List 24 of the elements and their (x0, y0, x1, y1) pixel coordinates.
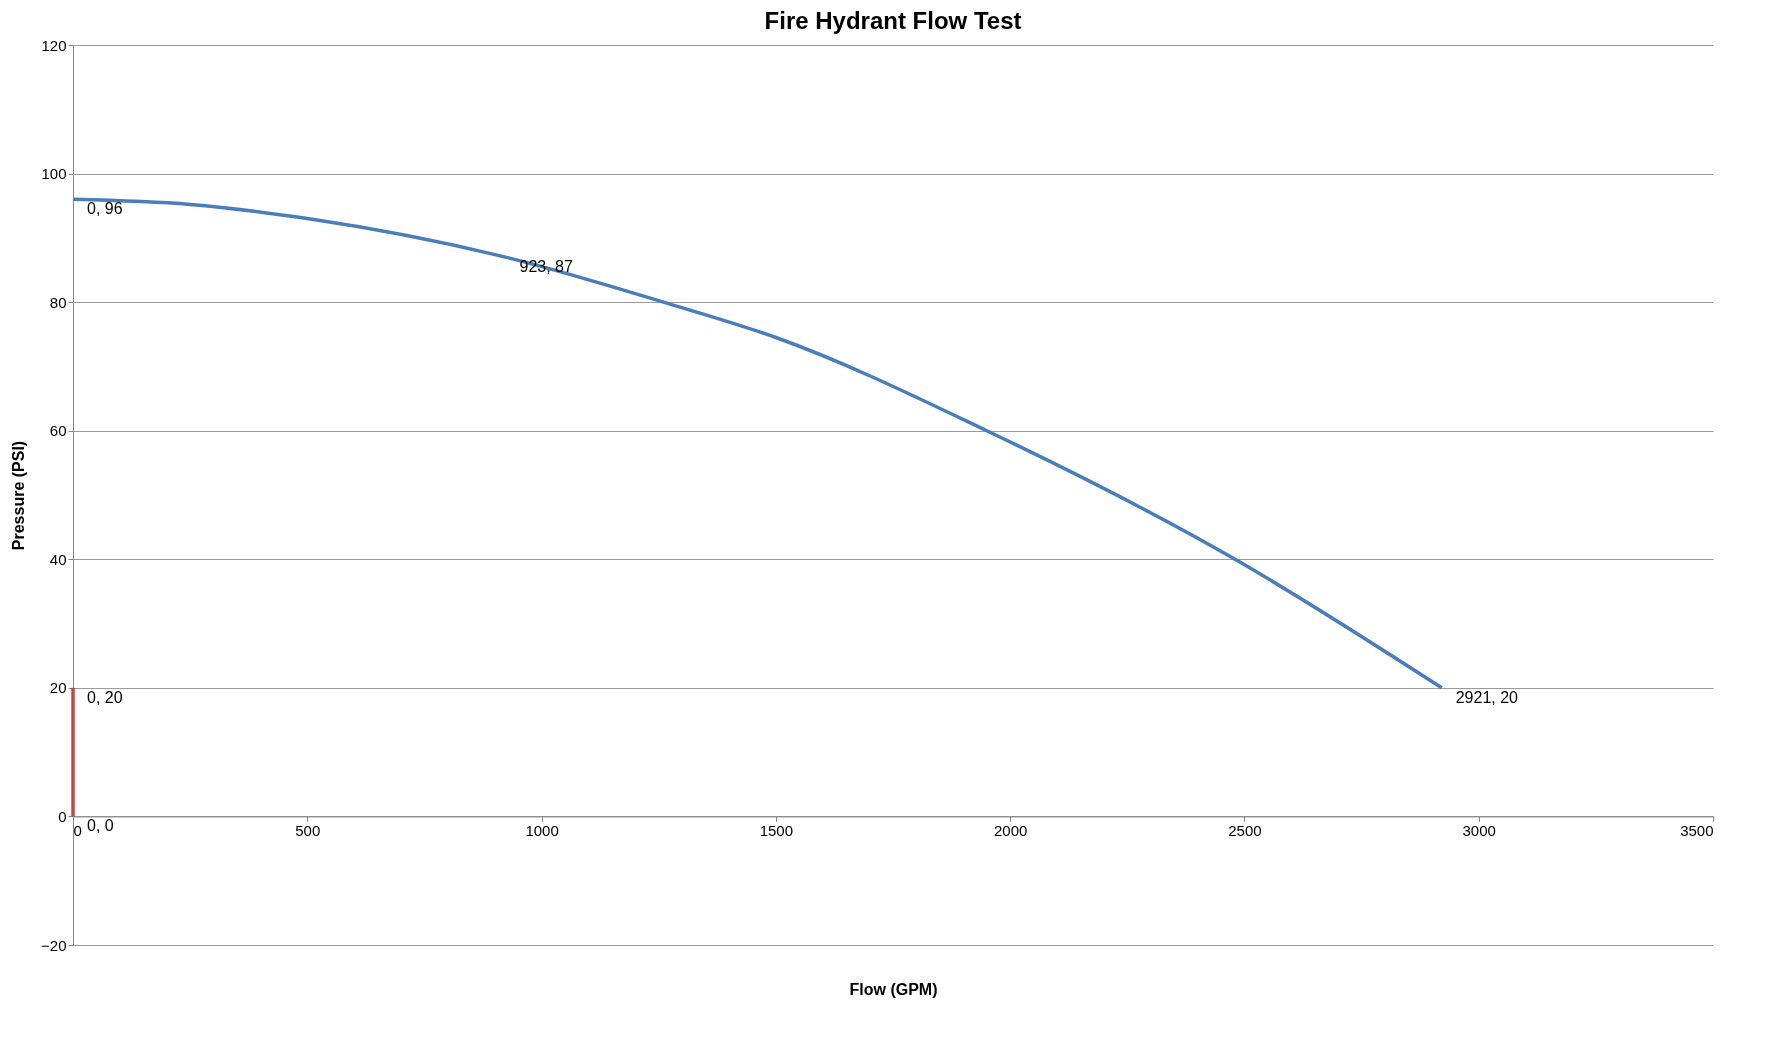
y-tick-label: 80 (49, 293, 67, 311)
y-tick-label: 60 (49, 422, 67, 440)
x-tick-label: 2000 (993, 821, 1028, 839)
x-tick-label: 1500 (759, 821, 794, 839)
data-label: 0, 0 (87, 817, 114, 835)
y-tick-label: 20 (49, 679, 67, 697)
y-tick-label: 0 (58, 807, 67, 825)
line-series (71, 197, 1444, 690)
chart-title: Fire Hydrant Flow Test (764, 7, 1022, 34)
data-label: 0, 96 (87, 200, 123, 218)
y-tick-label: 120 (41, 36, 67, 54)
x-tick-label: 500 (295, 821, 321, 839)
x-tick-label: 1000 (525, 821, 559, 839)
y-tick-label: 40 (49, 550, 67, 568)
x-axis-title: Flow (GPM) (849, 980, 938, 998)
y-tick-label: −20 (41, 936, 67, 954)
data-label: 0, 20 (87, 688, 123, 706)
x-tick-label: 2500 (1228, 821, 1262, 839)
x-tick-label: 0 (73, 821, 82, 839)
y-axis-title: Pressure (PSI) (10, 440, 28, 551)
data-label: 2921, 20 (1455, 688, 1519, 706)
y-tick-label: 100 (41, 165, 67, 183)
x-tick-label: 3000 (1462, 821, 1496, 839)
x-tick-label: 3500 (1680, 821, 1714, 839)
